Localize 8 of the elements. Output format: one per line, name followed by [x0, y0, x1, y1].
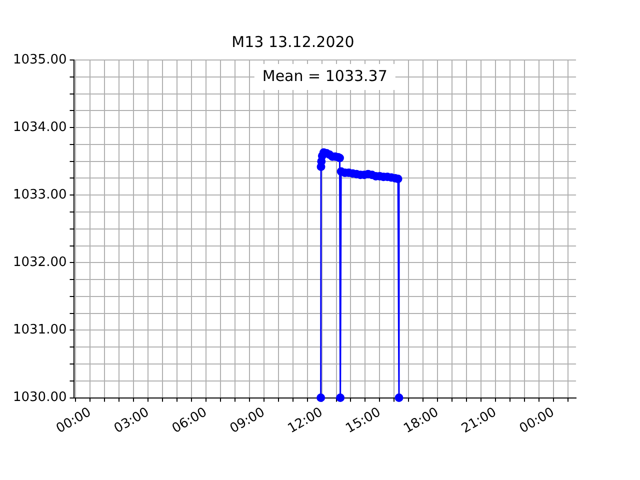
y-tick-label: 1035.00: [12, 52, 67, 68]
chart-title: M13 13.12.2020: [232, 32, 354, 51]
y-tick-label: 1033.00: [12, 187, 67, 202]
annotation: Mean = 1033.37: [262, 66, 388, 85]
y-tick-label: 1032.00: [12, 255, 67, 270]
y-tick-label: 1031.00: [12, 322, 67, 338]
y-tick-label: 1030.00: [12, 390, 67, 406]
y-tick-label: 1034.00: [12, 120, 67, 135]
